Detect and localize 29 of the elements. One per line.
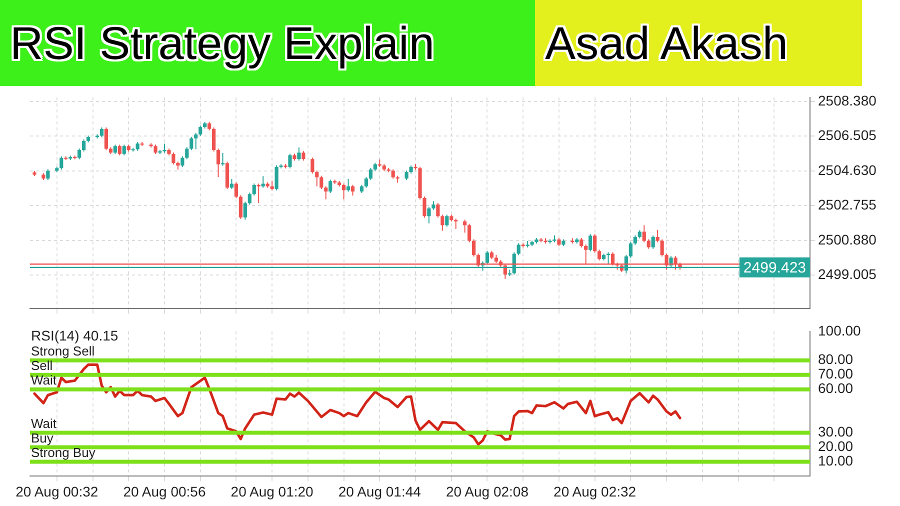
- y-tick-label: 2504.630: [818, 162, 877, 178]
- x-tick-label: 20 Aug 00:56: [123, 483, 206, 500]
- y-tick-label: 2508.380: [818, 92, 877, 108]
- y-tick-label: 80.00: [818, 351, 854, 368]
- y-tick-label: 20.00: [818, 438, 854, 454]
- y-tick-label: 30.00: [818, 424, 854, 440]
- x-tick-label: 20 Aug 01:44: [338, 483, 422, 500]
- y-tick-label: 100.00: [818, 322, 862, 338]
- y-tick-label: 60.00: [818, 380, 854, 396]
- ref-line-label: 2499.423: [743, 260, 806, 277]
- y-tick-label: 70.00: [818, 366, 854, 382]
- ref-line-label: Buy: [31, 430, 54, 446]
- x-tick-label: 20 Aug 02:08: [446, 483, 529, 500]
- ref-line-label: Wait: [31, 416, 57, 431]
- y-tick-label: 2502.755: [818, 196, 877, 213]
- x-tick-label: 20 Aug 00:32: [16, 483, 98, 500]
- y-tick-label: 2499.005: [818, 266, 877, 282]
- ref-line-label: Strong Sell: [31, 343, 95, 358]
- chart-title: RSI Strategy Explain: [0, 0, 535, 86]
- annotation: RSI(14) 40.15: [31, 327, 118, 344]
- ref-line-label: Strong Buy: [31, 444, 96, 460]
- ref-line-label: Wait: [31, 372, 57, 388]
- x-tick-label: 20 Aug 02:32: [554, 483, 636, 500]
- chart-subtitle: Asad Akash: [535, 0, 862, 86]
- x-tick-label: 20 Aug 01:20: [230, 483, 314, 500]
- y-tick-label: 10.00: [818, 452, 854, 469]
- y-tick-label: 2506.505: [818, 127, 877, 144]
- y-tick-label: 2500.880: [818, 231, 877, 248]
- ref-line-label: Sell: [31, 358, 53, 373]
